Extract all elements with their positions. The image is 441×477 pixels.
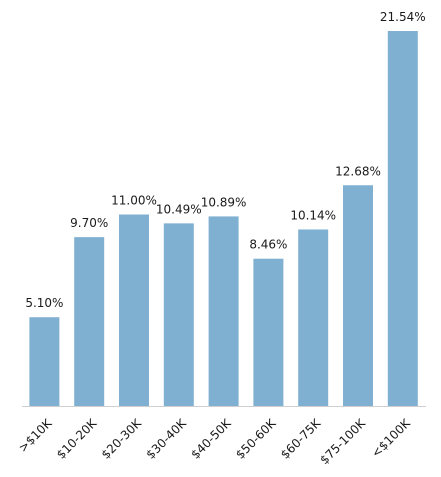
bar xyxy=(29,317,60,406)
x-tick-label: $75-100K xyxy=(317,415,369,467)
bar xyxy=(387,31,418,406)
bar xyxy=(74,237,105,406)
x-tick-label: $60-75K xyxy=(278,415,324,461)
x-tick-label: <$100K xyxy=(369,415,414,460)
bar-value-label: 21.54% xyxy=(380,10,426,24)
bars-group xyxy=(29,31,418,406)
bar xyxy=(298,229,329,406)
bar-value-label: 5.10% xyxy=(25,296,63,310)
bar-value-label: 10.89% xyxy=(201,195,247,209)
x-tick-label: >$10K xyxy=(16,415,56,455)
bar-value-label: 9.70% xyxy=(70,216,108,230)
bar-value-label: 8.46% xyxy=(249,238,287,252)
bar xyxy=(343,185,373,406)
bar-value-label: 10.49% xyxy=(156,202,202,216)
bar xyxy=(253,258,284,406)
x-tick-label: $20-30K xyxy=(99,415,145,461)
bar-value-label: 10.14% xyxy=(290,208,336,222)
x-tick-label: $40-50K xyxy=(188,415,234,461)
bar-value-label: 12.68% xyxy=(335,164,381,178)
x-tick-labels-group: >$10K $10-20K $20-30K $30-40K $40-50K $50-60K… xyxy=(16,415,414,467)
x-tick-label: $50-60K xyxy=(233,415,279,461)
bar-value-label: 11.00% xyxy=(111,194,157,208)
bar xyxy=(208,216,239,406)
x-tick-label: $10-20K xyxy=(54,415,100,461)
x-tick-label: $30-40K xyxy=(143,415,189,461)
bar xyxy=(163,223,194,406)
value-labels-group: 5.10% 9.70%11.00%10.49% 10.89% 8.46% 10.14% 1… xyxy=(25,10,425,310)
bar xyxy=(119,214,149,406)
